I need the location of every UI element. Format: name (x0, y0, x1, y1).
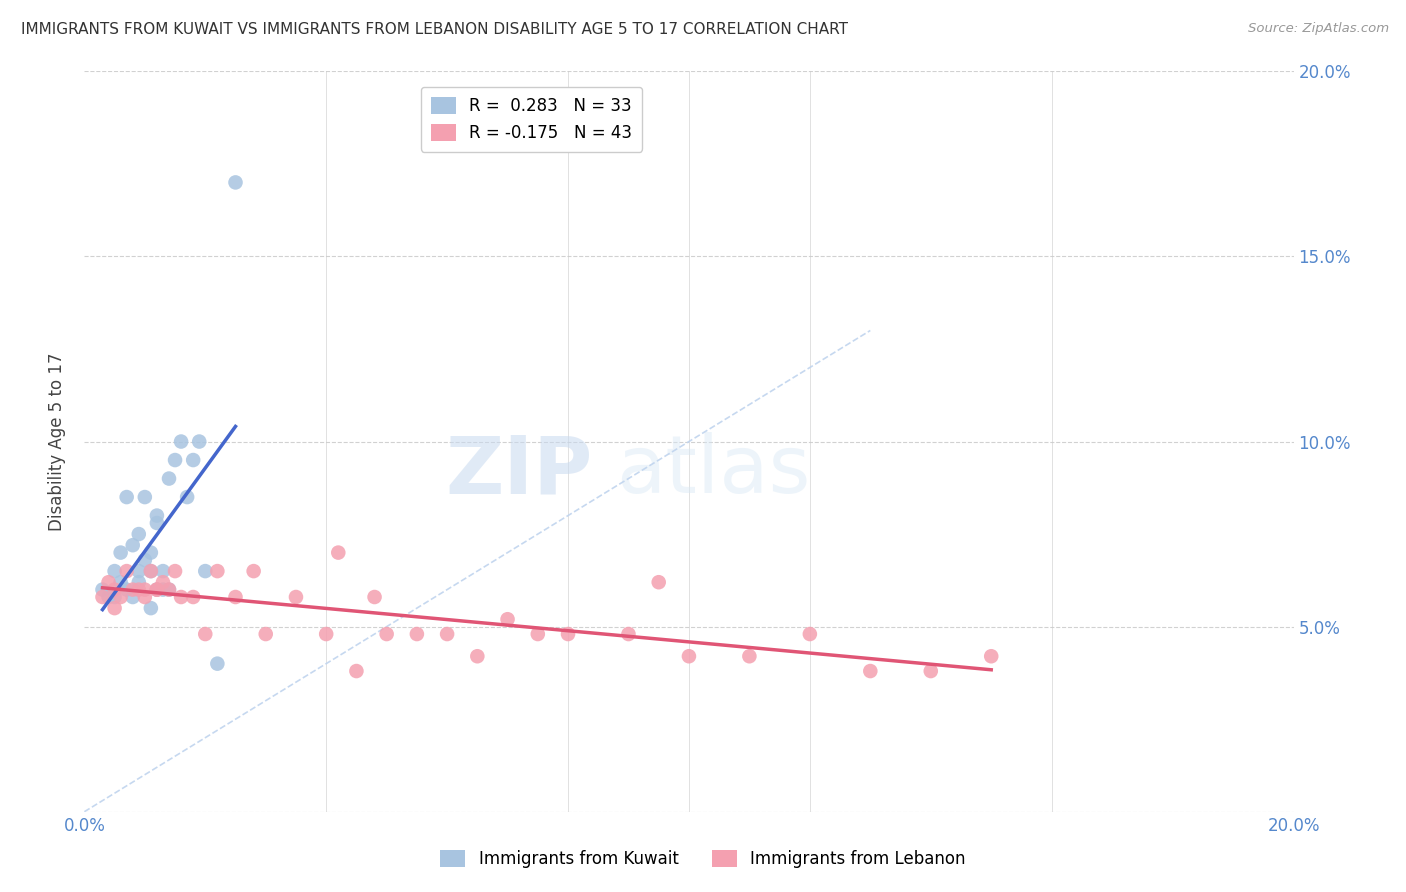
Point (91, 582, 114, 597)
Point (146, 582, 169, 597)
Point (110, 575, 132, 590)
Point (176, 490, 198, 504)
Y-axis label: Disability Age 5 to 17: Disability Age 5 to 17 (48, 352, 66, 531)
Point (346, 664, 368, 678)
Point (181, 453, 204, 467)
Point (648, 575, 671, 590)
Point (375, 627, 398, 641)
Text: IMMIGRANTS FROM KUWAIT VS IMMIGRANTS FROM LEBANON DISABILITY AGE 5 TO 17 CORRELA: IMMIGRANTS FROM KUWAIT VS IMMIGRANTS FRO… (21, 22, 848, 37)
Point (157, 582, 180, 597)
Text: ZIP: ZIP (444, 432, 592, 510)
Point (146, 508, 169, 523)
Legend: R =  0.283   N = 33, R = -0.175   N = 43: R = 0.283 N = 33, R = -0.175 N = 43 (420, 87, 643, 152)
Point (181, 590, 204, 604)
Point (799, 627, 821, 641)
Point (139, 564, 162, 578)
Point (134, 590, 156, 604)
Point (242, 564, 264, 578)
Point (194, 627, 217, 641)
Point (128, 582, 150, 597)
Point (363, 590, 385, 604)
Point (527, 627, 550, 641)
Point (557, 627, 579, 641)
Point (225, 175, 247, 190)
Point (170, 434, 193, 449)
Point (980, 649, 1002, 664)
Point (315, 627, 337, 641)
Point (121, 590, 143, 604)
Point (157, 471, 180, 485)
Point (121, 582, 143, 597)
Text: Source: ZipAtlas.com: Source: ZipAtlas.com (1249, 22, 1389, 36)
Point (128, 527, 150, 541)
Point (157, 582, 180, 597)
Point (110, 590, 132, 604)
Point (139, 601, 162, 615)
Point (165, 453, 187, 467)
Point (134, 553, 156, 567)
Point (467, 649, 489, 664)
Point (859, 664, 882, 678)
Point (115, 582, 138, 597)
Point (152, 575, 174, 590)
Point (104, 564, 127, 578)
Point (188, 434, 211, 449)
Legend: Immigrants from Kuwait, Immigrants from Lebanon: Immigrants from Kuwait, Immigrants from … (433, 843, 973, 875)
Point (97, 590, 120, 604)
Point (128, 564, 150, 578)
Point (121, 538, 143, 552)
Point (285, 590, 308, 604)
Point (134, 490, 156, 504)
Point (254, 627, 277, 641)
Point (194, 564, 217, 578)
Point (104, 582, 127, 597)
Point (165, 564, 187, 578)
Point (91, 590, 114, 604)
Point (139, 545, 162, 560)
Point (678, 649, 700, 664)
Point (104, 590, 127, 604)
Point (496, 612, 519, 626)
Point (152, 564, 174, 578)
Point (146, 582, 169, 597)
Point (146, 516, 169, 530)
Point (146, 582, 169, 597)
Point (328, 545, 350, 560)
Point (97, 575, 120, 590)
Point (207, 657, 229, 671)
Point (406, 627, 429, 641)
Point (139, 564, 162, 578)
Text: atlas: atlas (616, 432, 811, 510)
Point (134, 582, 156, 597)
Point (152, 582, 174, 597)
Point (110, 545, 132, 560)
Point (617, 627, 640, 641)
Point (115, 490, 138, 504)
Point (207, 564, 229, 578)
Point (738, 649, 761, 664)
Point (436, 627, 458, 641)
Point (225, 590, 247, 604)
Point (170, 590, 193, 604)
Point (104, 601, 127, 615)
Point (128, 575, 150, 590)
Point (115, 564, 138, 578)
Point (920, 664, 942, 678)
